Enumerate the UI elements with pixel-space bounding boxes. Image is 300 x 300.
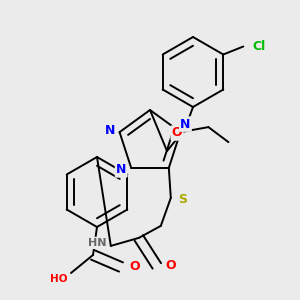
Text: N: N <box>180 118 190 130</box>
Text: O: O <box>166 260 176 272</box>
Text: HO: HO <box>50 274 68 284</box>
Text: S: S <box>178 194 187 206</box>
Text: Cl: Cl <box>253 40 266 53</box>
Text: HN: HN <box>88 238 106 248</box>
Text: O: O <box>130 260 140 274</box>
Text: O: O <box>172 127 182 140</box>
Text: N: N <box>116 164 126 176</box>
Text: N: N <box>104 124 115 136</box>
